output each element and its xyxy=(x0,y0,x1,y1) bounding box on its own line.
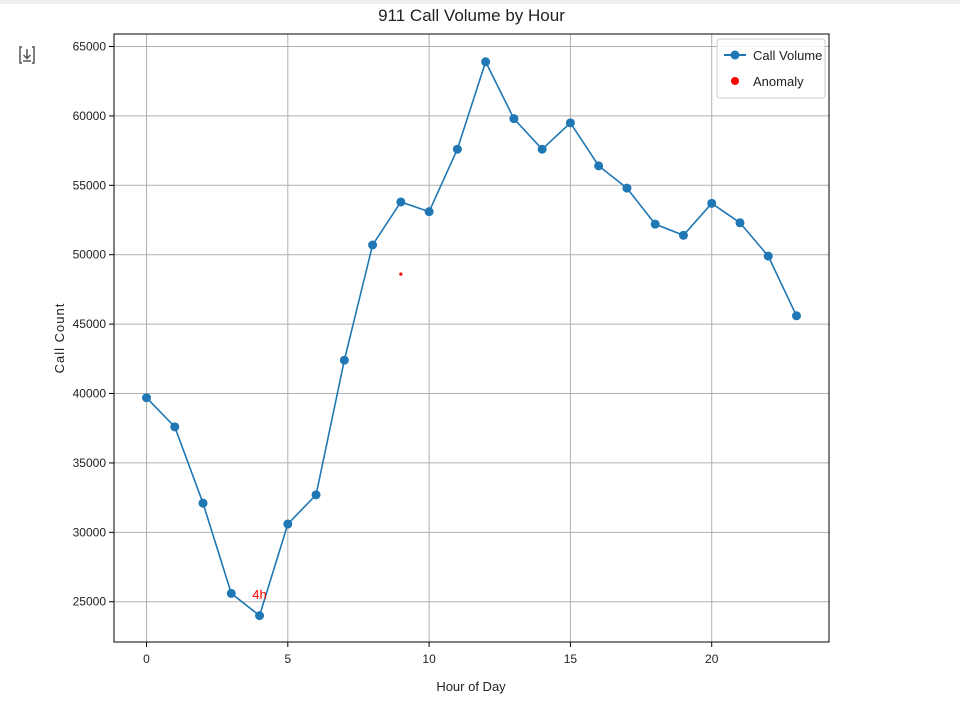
x-tick-label: 15 xyxy=(564,652,578,666)
y-tick-label: 40000 xyxy=(73,387,107,401)
call-volume-line xyxy=(145,59,798,617)
y-tick-label: 65000 xyxy=(73,39,107,53)
x-tick-label: 0 xyxy=(143,652,150,666)
call-volume-point xyxy=(368,240,378,250)
y-tick-label: 35000 xyxy=(73,456,107,470)
call-volume-point xyxy=(198,498,208,508)
x-axis-label: Hour of Day xyxy=(436,679,506,694)
legend-label-anomaly: Anomaly xyxy=(753,74,804,89)
y-tick-label: 45000 xyxy=(73,317,107,331)
grid xyxy=(114,34,829,642)
legend-marker-call-volume xyxy=(730,50,740,60)
call-volume-point xyxy=(678,230,688,240)
series-layer xyxy=(142,57,801,621)
call-volume-point xyxy=(396,197,406,207)
legend-marker-anomaly xyxy=(731,77,739,85)
legend-label-call-volume: Call Volume xyxy=(753,48,822,63)
y-tick-label: 60000 xyxy=(73,109,107,123)
y-tick-label: 25000 xyxy=(73,595,107,609)
call-volume-point xyxy=(792,311,801,321)
call-volume-point xyxy=(707,198,717,208)
call-volume-point xyxy=(226,588,236,598)
y-tick-label: 50000 xyxy=(73,248,107,262)
legend: Call Volume Anomaly xyxy=(716,38,826,99)
call-volume-point xyxy=(735,218,745,228)
call-volume-point xyxy=(424,207,434,217)
call-volume-point xyxy=(622,183,632,193)
call-volume-point xyxy=(255,611,265,621)
call-volume-point xyxy=(509,114,519,124)
annotation-label: 4h xyxy=(252,587,266,602)
x-tick-label: 20 xyxy=(705,652,719,666)
call-volume-point xyxy=(763,251,773,261)
x-tick-label: 10 xyxy=(422,652,436,666)
call-volume-point xyxy=(142,393,151,403)
call-volume-point xyxy=(311,490,321,500)
call-volume-point xyxy=(537,144,547,154)
anomaly-point xyxy=(399,272,403,276)
call-volume-point xyxy=(650,219,660,229)
legend-frame xyxy=(716,38,826,99)
y-tick-label: 30000 xyxy=(73,525,107,539)
x-axis-ticks: 0 5 10 15 20 xyxy=(143,642,719,666)
call-volume-point xyxy=(481,57,491,67)
call-volume-point xyxy=(339,355,349,365)
y-axis-label: Call Count xyxy=(52,303,67,374)
plot-frame xyxy=(113,33,830,643)
download-arrow-icon[interactable] xyxy=(17,44,37,66)
y-tick-label: 55000 xyxy=(73,178,107,192)
call-volume-point xyxy=(170,422,180,432)
call-volume-point xyxy=(594,161,604,171)
chart-title: 911 Call Volume by Hour xyxy=(378,6,565,25)
call-volume-point xyxy=(565,118,575,128)
call-volume-point xyxy=(452,144,462,154)
x-tick-label: 5 xyxy=(284,652,291,666)
call-volume-point xyxy=(283,519,293,529)
y-axis-ticks: 25000 30000 35000 40000 45000 50000 55000 60000… xyxy=(73,39,114,609)
top-bar xyxy=(0,0,960,4)
annotation-layer: 4h xyxy=(252,587,266,602)
